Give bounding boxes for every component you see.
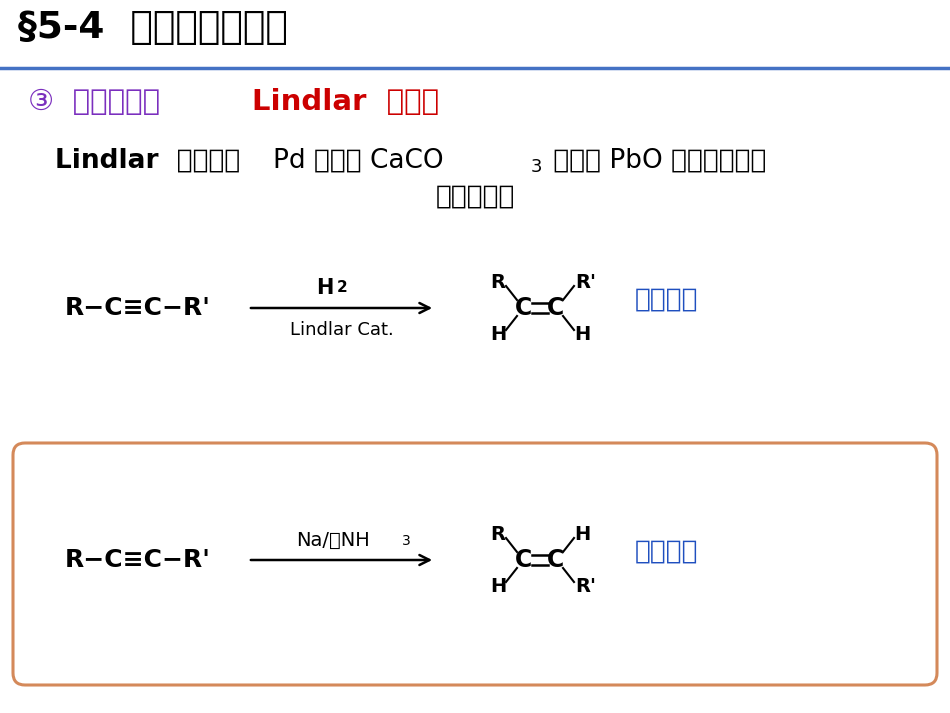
Text: H: H (316, 278, 333, 298)
Text: C: C (515, 548, 533, 572)
Text: H: H (490, 577, 506, 595)
Text: 反式为主: 反式为主 (635, 539, 698, 565)
FancyBboxPatch shape (13, 443, 937, 685)
Text: C: C (547, 296, 564, 320)
Text: 2: 2 (336, 280, 348, 295)
Text: R': R' (576, 272, 597, 292)
Text: Lindlar  催化剂: Lindlar 催化剂 (252, 88, 439, 116)
Text: R−C≡C−R': R−C≡C−R' (65, 548, 211, 572)
Text: 3: 3 (402, 534, 410, 548)
Text: §5-4  岂烃的化学性质: §5-4 岂烃的化学性质 (18, 10, 288, 46)
Text: R: R (490, 525, 505, 543)
Text: Lindlar Cat.: Lindlar Cat. (290, 321, 393, 339)
Text: C: C (547, 548, 564, 572)
Text: Lindlar  催化剂：: Lindlar 催化剂： (55, 148, 240, 174)
Text: Pd 附着在 CaCO: Pd 附着在 CaCO (273, 148, 444, 174)
Text: R': R' (576, 577, 597, 595)
Text: Na/液NH: Na/液NH (296, 530, 370, 550)
Text: 3: 3 (531, 158, 542, 176)
Text: R−C≡C−R': R−C≡C−R' (65, 296, 211, 320)
Text: 活性降低。: 活性降低。 (435, 184, 515, 210)
Text: ③  生成烯烃：: ③ 生成烯烃： (28, 88, 179, 116)
Text: 顺式为主: 顺式为主 (635, 287, 698, 313)
Text: 及小量 PbO 上，使催化剂: 及小量 PbO 上，使催化剂 (545, 148, 767, 174)
Text: H: H (574, 525, 590, 543)
Text: H: H (490, 324, 506, 344)
Text: H: H (574, 324, 590, 344)
Text: R: R (490, 272, 505, 292)
Text: C: C (515, 296, 533, 320)
